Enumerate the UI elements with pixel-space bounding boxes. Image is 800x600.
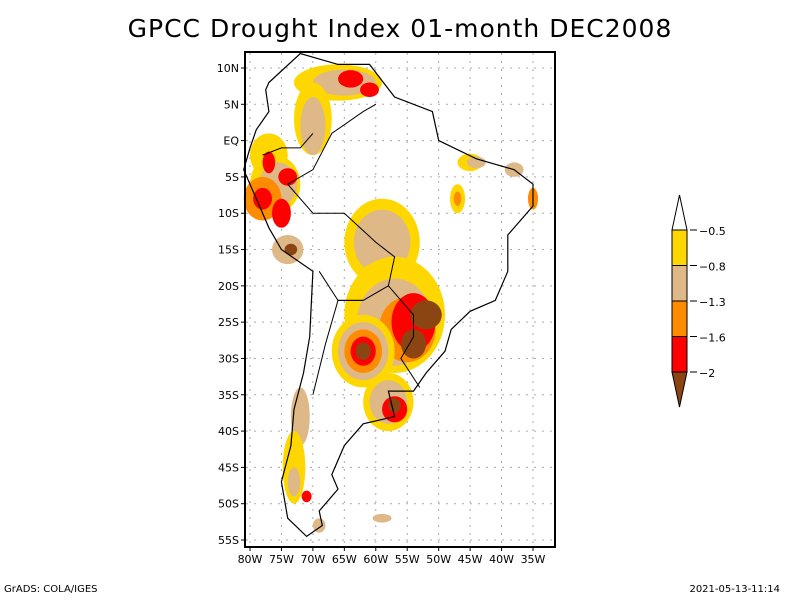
y-tick-label: 40S <box>218 425 239 438</box>
colorbar-upper-arrow <box>671 194 688 231</box>
x-tick-label: 55W <box>395 553 420 566</box>
coastline <box>243 52 534 538</box>
drought-area <box>287 467 301 497</box>
drought-area <box>466 156 486 169</box>
timestamp: 2021-05-13-11:14 <box>689 584 780 595</box>
y-tick-label: 30S <box>218 352 239 365</box>
y-tick-label: 35S <box>218 389 239 402</box>
colorbar-label: −0.8 <box>699 261 726 274</box>
y-tick-label: 45S <box>218 461 239 474</box>
drought-area <box>300 97 326 156</box>
coastlines <box>243 52 534 538</box>
drought-area <box>400 329 427 359</box>
y-tick-label: 10N <box>217 62 239 75</box>
drought-area <box>272 198 291 228</box>
country-border <box>286 103 377 214</box>
x-tick-label: 80W <box>238 553 263 566</box>
grads-credit: GrADS: COLA/IGES <box>4 584 98 595</box>
drought-area <box>262 151 276 174</box>
axis-ticks: 80W 75W 70W 65W 60W 55W 50W 45W 40W 35W 10N 5N EQ 5S 1… <box>217 62 546 566</box>
x-tick-label: 50W <box>426 553 451 566</box>
y-tick-label: 50S <box>218 498 239 511</box>
country-border <box>312 299 364 395</box>
drought-area <box>301 490 312 503</box>
drought-area <box>360 82 379 98</box>
x-tick-label: 45W <box>458 553 483 566</box>
drought-area <box>355 342 371 360</box>
colorbar-lower-arrow <box>671 371 688 408</box>
colorbar-label: −1.3 <box>699 296 726 309</box>
colorbar-segment <box>671 229 688 266</box>
drought-area <box>278 168 298 186</box>
y-tick-label: 55S <box>218 534 239 547</box>
drought-fills <box>243 64 539 533</box>
y-tick-label: 25S <box>218 316 239 329</box>
drought-area <box>338 70 364 88</box>
x-tick-label: 70W <box>300 553 325 566</box>
colorbar: −0.5 −0.8 −1.3 −1.6 −2 <box>671 194 726 408</box>
colorbar-label: −0.5 <box>699 225 726 238</box>
x-tick-label: 60W <box>363 553 388 566</box>
y-tick-label: EQ <box>223 135 239 148</box>
chart-title: GPCC Drought Index 01-month DEC2008 <box>127 14 673 43</box>
colorbar-label: −2 <box>699 367 715 380</box>
colorbar-label: −1.6 <box>699 332 726 345</box>
drought-area <box>312 518 326 533</box>
drought-area <box>453 191 462 206</box>
x-tick-label: 40W <box>489 553 514 566</box>
y-tick-label: 10S <box>218 207 239 220</box>
country-border <box>262 133 314 156</box>
x-tick-label: 35W <box>521 553 546 566</box>
colorbar-segment <box>671 336 688 373</box>
y-tick-label: 5N <box>224 98 239 111</box>
colorbar-segment <box>671 300 688 337</box>
drought-area <box>410 300 442 330</box>
drought-area <box>284 243 298 256</box>
drought-area <box>253 187 273 210</box>
colorbar-segment <box>671 265 688 302</box>
x-tick-label: 75W <box>269 553 294 566</box>
x-tick-label: 65W <box>332 553 357 566</box>
country-border <box>388 285 421 388</box>
drought-area <box>372 513 392 523</box>
y-tick-label: 20S <box>218 280 239 293</box>
y-tick-label: 5S <box>225 171 239 184</box>
y-tick-label: 15S <box>218 244 239 257</box>
plot-frame <box>244 51 556 548</box>
